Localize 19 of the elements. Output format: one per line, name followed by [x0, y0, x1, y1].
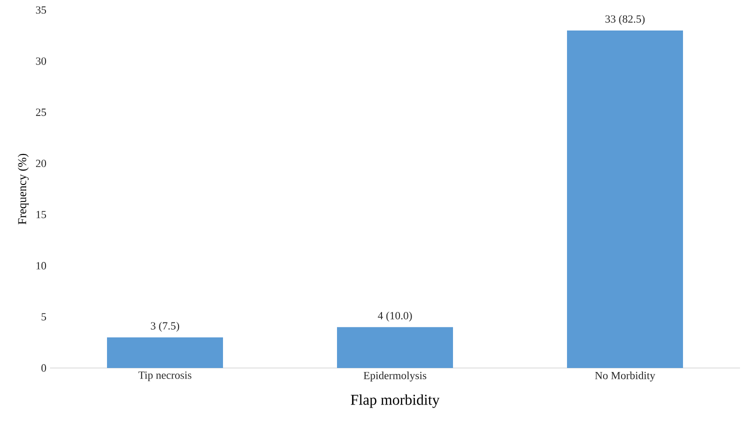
data-label: 3 (7.5)	[150, 322, 180, 332]
x-tick-label: Tip necrosis	[138, 372, 192, 382]
data-label: 4 (10.0)	[378, 312, 412, 322]
y-tick-label: 0	[41, 364, 46, 372]
y-tick-label: 10	[36, 262, 46, 270]
y-tick-label: 35	[36, 6, 46, 14]
bar	[107, 337, 224, 368]
y-tick-label: 20	[36, 160, 46, 168]
x-tick-label: Epidermolysis	[364, 372, 426, 382]
data-label: 33 (82.5)	[605, 15, 645, 25]
bar	[567, 30, 684, 368]
y-tick-label: 30	[36, 57, 46, 65]
y-tick-label: 15	[36, 210, 46, 218]
x-tick-label: No Morbidity	[595, 372, 656, 382]
bar	[337, 327, 454, 368]
y-tick-label: 25	[36, 108, 46, 116]
y-axis-title: Frequency (%)	[18, 154, 29, 224]
x-axis-title: Flap morbidity	[350, 394, 440, 408]
y-tick-label: 5	[42, 313, 46, 320]
